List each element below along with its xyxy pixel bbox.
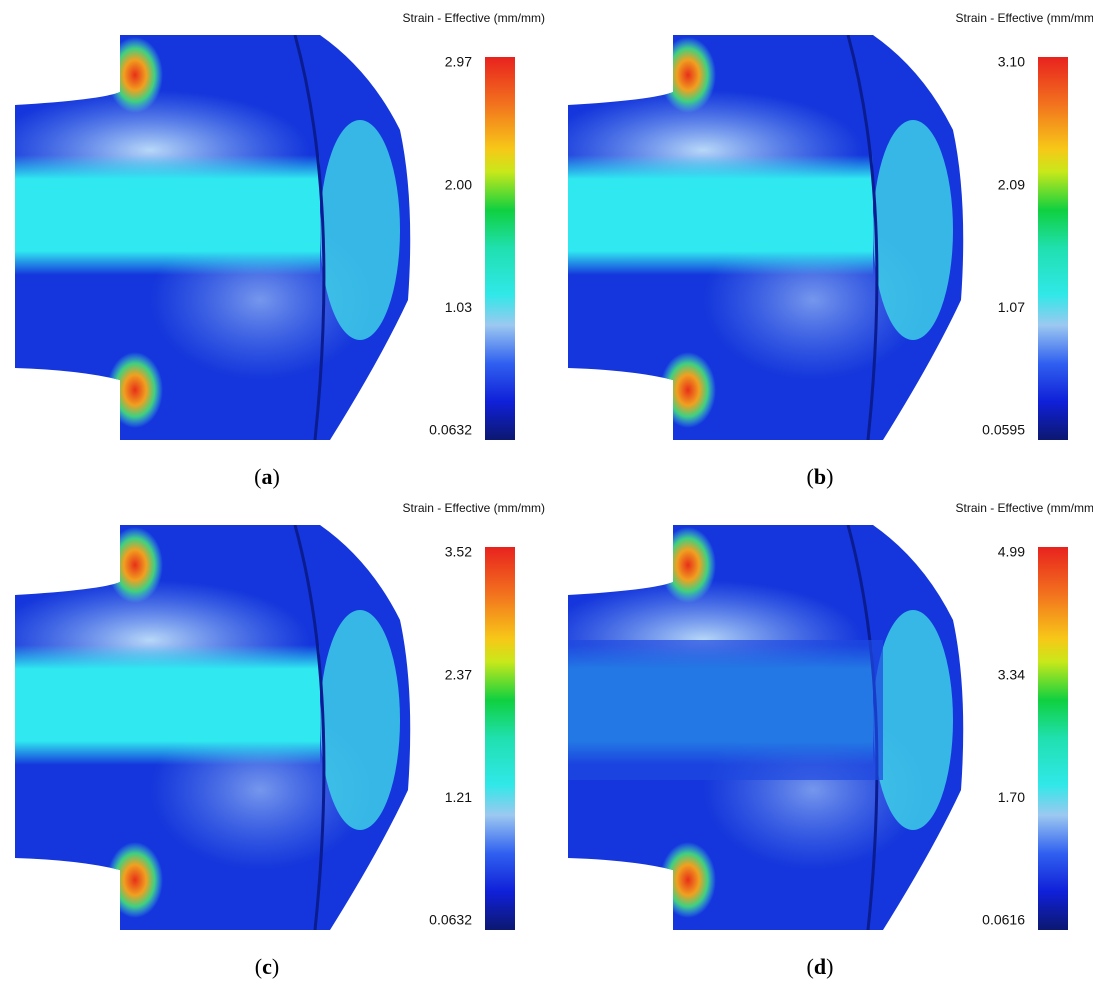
caption-part: b <box>814 464 826 489</box>
contour-veil <box>568 640 883 780</box>
caption-part: ) <box>826 954 833 979</box>
caption-part: ( <box>254 464 261 489</box>
colorbar-tick-label: 2.97 <box>445 54 472 70</box>
colorbar-tick-label: 3.10 <box>998 54 1025 70</box>
legend-title: Strain - Effective (mm/mm) <box>956 501 1093 515</box>
panel: Strain - Effective (mm/mm) 2.97 2.00 1.03 0.… <box>0 11 545 489</box>
colorbar <box>1038 57 1068 440</box>
colorbar-tick-label: 0.0616 <box>982 912 1025 928</box>
panel: Strain - Effective (mm/mm) 3.52 2.37 1.21 0.… <box>0 501 545 979</box>
legend-title: Strain - Effective (mm/mm) <box>403 501 545 515</box>
colorbar-tick-label: 3.52 <box>445 544 472 560</box>
caption-part: c <box>262 954 272 979</box>
colorbar-tick-label: 1.21 <box>445 789 472 805</box>
caption-part: d <box>814 954 826 979</box>
strain-contour <box>0 520 420 940</box>
panel: Strain - Effective (mm/mm) 3.10 2.09 1.07 0.… <box>543 11 1093 489</box>
colorbar-tick-label: 2.09 <box>998 176 1025 192</box>
caption-part: a <box>262 464 273 489</box>
colorbar-tick-label: 0.0632 <box>429 912 472 928</box>
caption-part: ) <box>272 954 279 979</box>
caption-part: ( <box>807 954 814 979</box>
caption: (b) <box>807 464 834 489</box>
legend-title: Strain - Effective (mm/mm) <box>956 11 1093 25</box>
colorbar-tick-label: 3.34 <box>998 666 1025 682</box>
colorbar-tick-label: 1.03 <box>445 299 472 315</box>
caption: (a) <box>254 464 280 489</box>
caption-part: ( <box>255 954 262 979</box>
colorbar <box>1038 547 1068 930</box>
panel: Strain - Effective (mm/mm) 4.99 3.34 1.70 0.… <box>543 501 1093 979</box>
colorbar-tick-label: 0.0632 <box>429 422 472 438</box>
colorbar <box>485 547 515 930</box>
caption: (d) <box>807 954 834 979</box>
caption-part: ) <box>273 464 280 489</box>
colorbar-tick-label: 4.99 <box>998 544 1025 560</box>
colorbar-tick-label: 1.07 <box>998 299 1025 315</box>
colorbar-tick-label: 0.0595 <box>982 422 1025 438</box>
caption: (c) <box>255 954 279 979</box>
strain-contour <box>0 30 420 450</box>
colorbar-tick-label: 1.70 <box>998 789 1025 805</box>
strain-contour <box>543 30 973 450</box>
colorbar <box>485 57 515 440</box>
caption-part: ( <box>807 464 814 489</box>
colorbar-tick-label: 2.37 <box>445 666 472 682</box>
colorbar-tick-label: 2.00 <box>445 176 472 192</box>
legend-title: Strain - Effective (mm/mm) <box>403 11 545 25</box>
caption-part: ) <box>826 464 833 489</box>
